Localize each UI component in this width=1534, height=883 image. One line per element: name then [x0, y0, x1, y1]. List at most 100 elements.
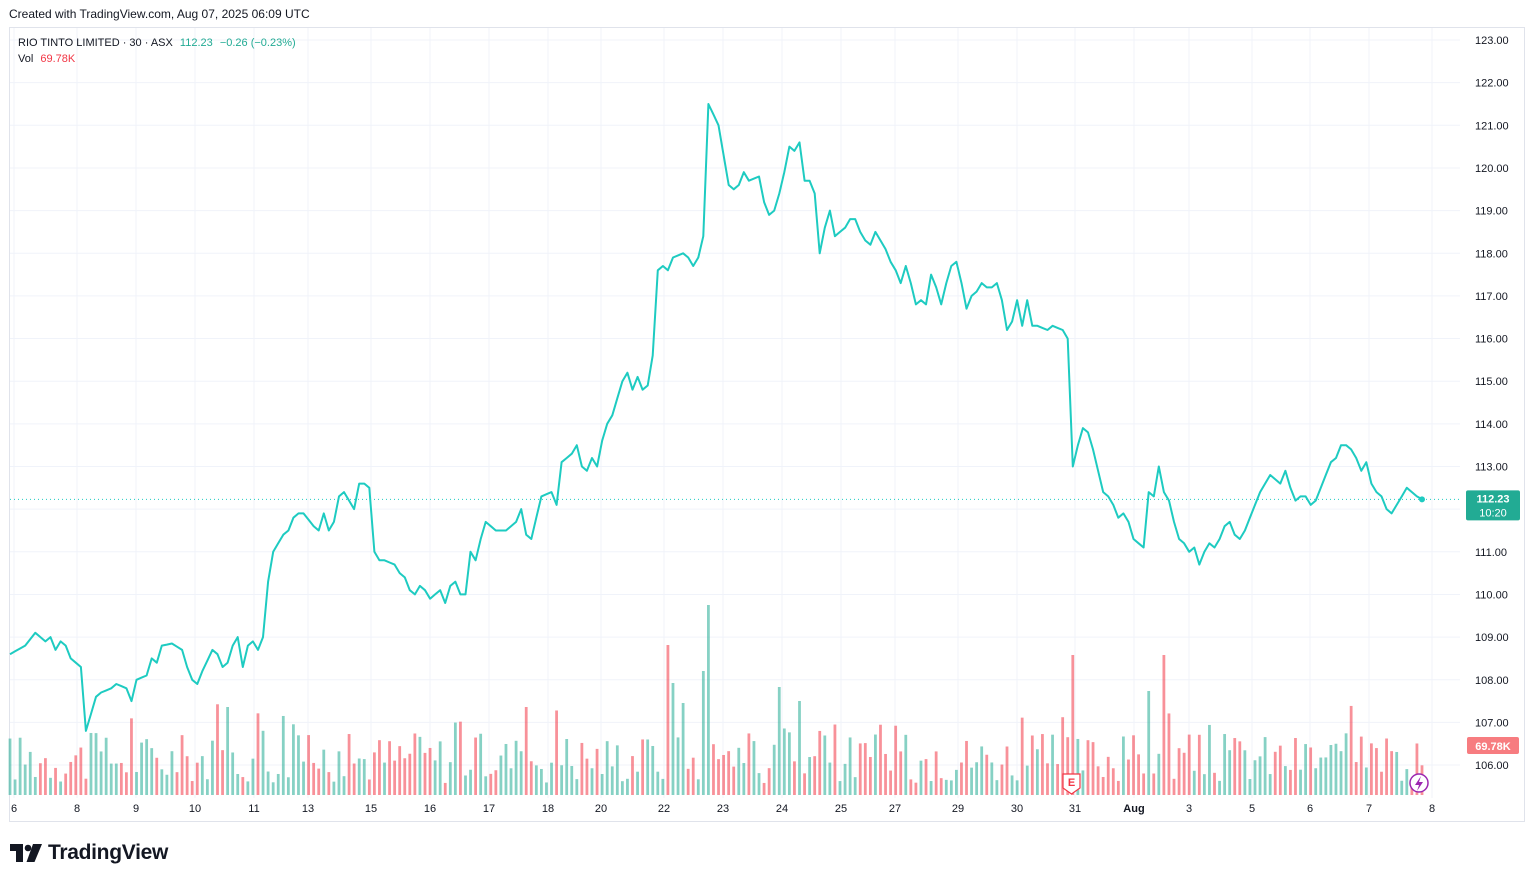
volume-bar — [858, 743, 862, 795]
volume-bar — [1319, 757, 1323, 795]
volume-bar — [717, 759, 720, 795]
volume-bar — [165, 774, 169, 795]
volume-bar — [793, 761, 796, 795]
volume-bar — [1025, 765, 1029, 795]
volume-bar — [64, 773, 68, 795]
volume-bar — [545, 782, 548, 795]
volume-bar — [433, 760, 437, 795]
volume-bar — [1142, 773, 1146, 795]
volume-bar — [109, 763, 113, 795]
volume-bar — [443, 782, 447, 795]
volume-bar — [1273, 751, 1277, 795]
x-tick-label: 20 — [595, 803, 607, 815]
legend-change: −0.26 (−0.23%) — [219, 37, 296, 49]
volume-bar — [610, 766, 614, 795]
volume-bar — [211, 740, 214, 795]
volume-bar — [398, 746, 402, 795]
volume-bar — [919, 760, 923, 795]
volume-bar — [246, 781, 250, 795]
volume-bar — [261, 730, 265, 795]
volume-bar — [555, 710, 558, 795]
volume-bar — [1076, 738, 1080, 795]
volume-bar — [772, 744, 776, 795]
volume-bar — [1390, 751, 1394, 795]
x-tick-label: 31 — [1069, 803, 1081, 815]
volume-bar — [550, 762, 553, 795]
volume-bar — [1111, 768, 1115, 795]
volume-bar — [1415, 743, 1419, 795]
volume-bar — [1162, 655, 1166, 795]
volume-bar — [1041, 734, 1044, 795]
earnings-marker[interactable] — [1062, 773, 1081, 795]
volume-bar — [565, 739, 569, 795]
volume-bar — [767, 768, 771, 795]
volume-bar — [661, 778, 665, 795]
volume-bar — [44, 758, 47, 795]
volume-bar — [732, 766, 736, 795]
volume-bar — [1051, 734, 1054, 795]
volume-bar — [737, 747, 741, 795]
volume-bar — [1339, 751, 1343, 795]
tradingview-logo[interactable]: TradingView — [10, 841, 168, 865]
volume-bar — [1202, 774, 1206, 795]
volume-bar — [1167, 713, 1171, 795]
volume-bar — [423, 752, 427, 795]
volume-bar — [332, 781, 336, 795]
x-tick-label: 22 — [658, 803, 670, 815]
volume-bar — [94, 733, 98, 795]
volume-bar — [605, 741, 609, 795]
volume-bar — [1086, 740, 1090, 795]
volume-bar — [302, 761, 305, 795]
volume-bar — [114, 763, 118, 795]
volume-bar — [803, 773, 806, 795]
volume-bar — [590, 768, 594, 795]
volume-bar — [1122, 736, 1125, 795]
volume-bar — [853, 777, 857, 795]
volume-bar — [140, 742, 143, 795]
volume-bar — [894, 725, 898, 795]
volume-bar — [337, 751, 341, 795]
volume-bar — [534, 765, 538, 795]
volume-bar — [205, 779, 209, 795]
volume-bar — [352, 763, 356, 795]
x-tick-label: 25 — [835, 803, 847, 815]
volume-bar — [1147, 691, 1151, 795]
volume-bar — [1364, 767, 1368, 795]
volume-bar — [1218, 780, 1221, 795]
last-price-badge — [1466, 490, 1520, 521]
volume-bar — [1349, 705, 1353, 795]
volume-bar — [216, 704, 219, 795]
x-tick-label: 7 — [1366, 803, 1372, 815]
y-tick-label: 117.00 — [1475, 291, 1508, 303]
x-tick-label: 23 — [717, 803, 729, 815]
volume-bar — [104, 737, 108, 795]
y-tick-label: 114.00 — [1475, 419, 1508, 431]
legend-price: 112.23 — [179, 37, 213, 49]
volume-bar — [1015, 780, 1019, 795]
volume-bar — [469, 769, 472, 795]
volume-bar — [312, 762, 316, 795]
volume-bar — [843, 763, 847, 795]
y-tick-label: 123.00 — [1475, 35, 1509, 47]
volume-bar — [651, 745, 655, 795]
y-tick-label: 119.00 — [1475, 206, 1508, 218]
volume-bar — [347, 734, 351, 795]
volume-bar — [342, 776, 346, 795]
volume-bar — [1289, 769, 1292, 795]
volume-bar — [13, 779, 17, 795]
volume-bar — [236, 774, 240, 795]
volume-bar — [1030, 735, 1034, 795]
tradingview-logo-icon — [10, 844, 42, 862]
volume-bar — [1197, 734, 1201, 795]
volume-bar — [1096, 766, 1100, 795]
x-tick-label: 9 — [133, 803, 139, 815]
volume-bar — [1233, 738, 1237, 795]
volume-bar — [130, 718, 133, 795]
volume-bar — [448, 762, 452, 795]
y-tick-label: 121.00 — [1475, 120, 1509, 132]
volume-bar — [413, 733, 417, 795]
volume-bar — [241, 777, 245, 795]
volume-bar — [1182, 752, 1186, 795]
y-tick-label: 116.00 — [1475, 334, 1508, 346]
